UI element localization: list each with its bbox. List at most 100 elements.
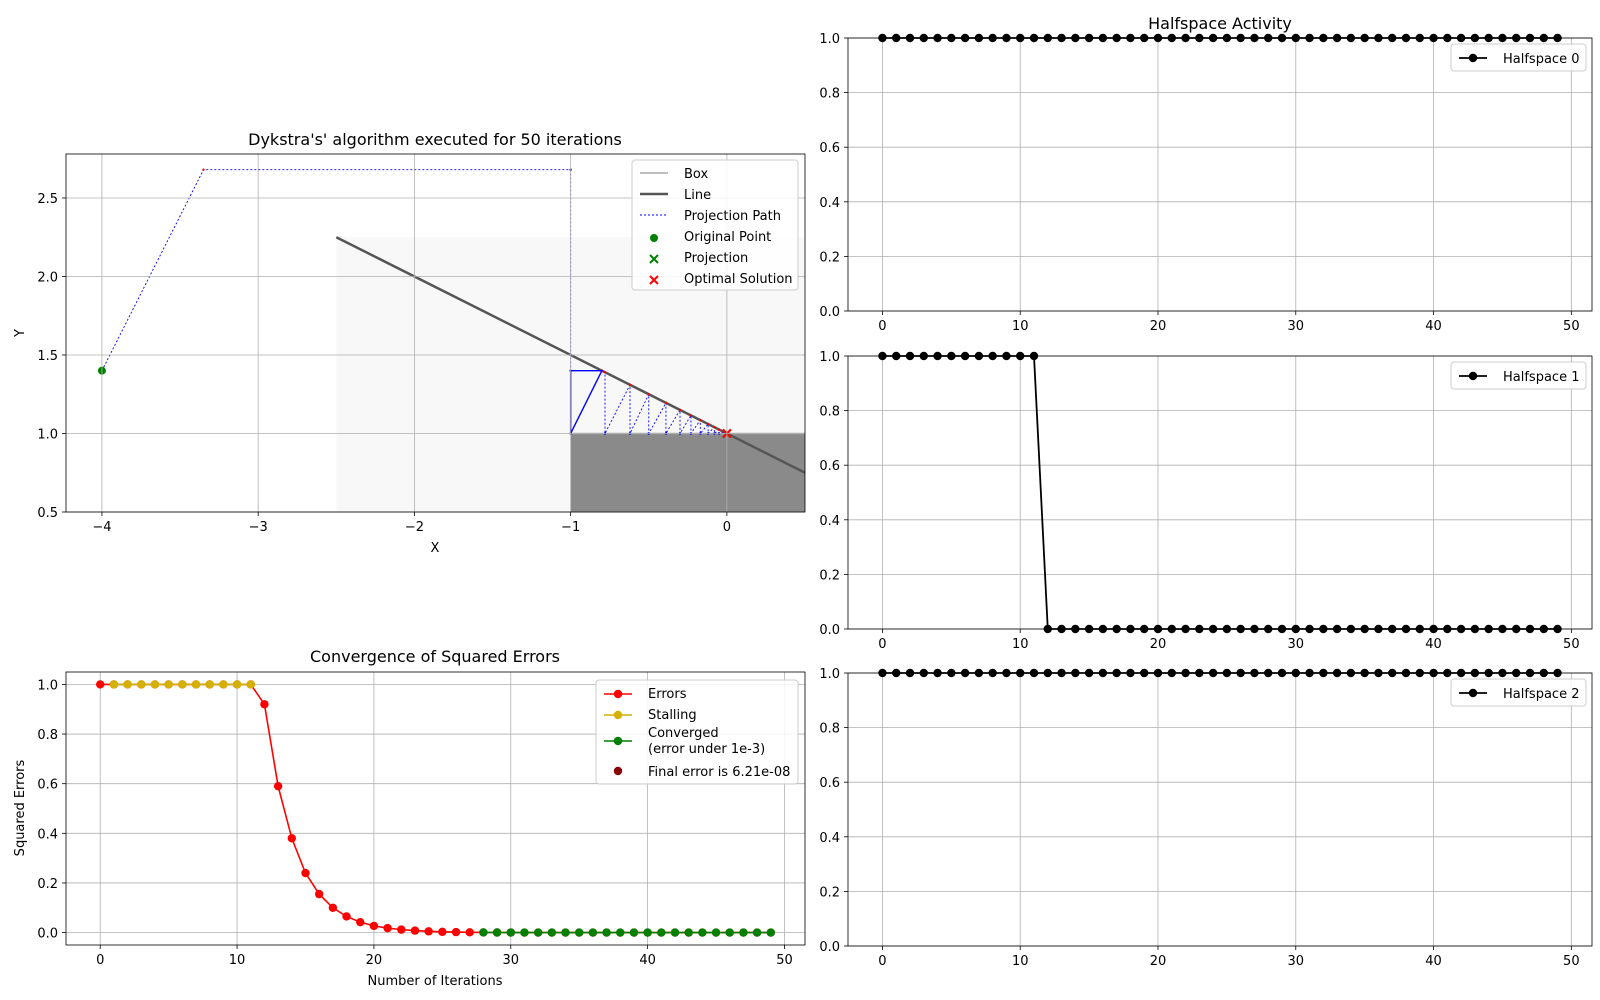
halfspace-2-x-tick-label: 50 (1563, 954, 1580, 969)
halfspace-1-x-tick-label: 40 (1425, 637, 1442, 652)
converged-point (752, 928, 762, 937)
projection-path-point (647, 393, 650, 396)
stalling-point (123, 680, 132, 689)
stalling-point (219, 680, 228, 689)
halfspace-0-x-tick-label: 10 (1012, 319, 1029, 334)
halfspace-0-x-tick-label: 20 (1150, 319, 1167, 334)
dykstra-x-tick-label: 0 (723, 520, 731, 535)
dykstra-y-tick-label: 1.0 (37, 427, 58, 442)
errors-point (451, 927, 461, 937)
stalling-point (137, 680, 146, 689)
halfspace-2-y-tick-label: 0.4 (819, 831, 840, 846)
converged-point (629, 928, 639, 937)
halfspace-1-y-tick-label: 1.0 (819, 350, 840, 365)
projection-path-point (664, 401, 668, 405)
projection-path-point (706, 422, 710, 426)
convergence-x-tick-label: 10 (229, 953, 246, 968)
legend-label: Box (684, 167, 708, 182)
convergence-x-tick-label: 40 (639, 953, 656, 968)
halfspace-2-x-tick-label: 40 (1425, 954, 1442, 969)
convergence-y-tick-label: 0.0 (37, 927, 58, 942)
legend-handle-optimal (649, 275, 659, 285)
convergence-x-tick-label: 0 (96, 953, 104, 968)
dykstra-plot: Dykstra's' algorithm executed for 50 ite… (13, 130, 806, 556)
halfspace-1-legend-frame (1450, 361, 1587, 390)
errors-point (397, 925, 406, 934)
convergence-plot: Convergence of Squared Errors Number of … (13, 647, 806, 989)
halfspace-legend-label: Halfspace 0 (1503, 52, 1579, 67)
halfspace-legend-label: Halfspace 2 (1503, 687, 1579, 702)
stalling-point (191, 680, 201, 689)
legend-label: Projection (684, 251, 748, 266)
converged-point (725, 928, 734, 937)
dykstra-y-tick-label: 2.0 (37, 270, 58, 285)
errors-point (314, 889, 324, 899)
legend-handle-marker (613, 710, 623, 720)
converged-point (616, 928, 625, 937)
errors-point (356, 917, 365, 927)
halfspace-2-x-tick-label: 10 (1012, 954, 1029, 969)
projection-path (101, 169, 728, 436)
halfspace-1-y-tick-label: 0.4 (819, 514, 840, 529)
convergence-x-tick-label: 30 (502, 953, 519, 968)
stalling-point (109, 680, 119, 689)
halfspace-2-y-tick-label: 0.0 (819, 940, 840, 955)
halfspace-legend-label: Halfspace 1 (1503, 370, 1579, 385)
halfspace-2-legend-frame (1450, 678, 1587, 707)
errors-point (383, 923, 392, 933)
converged-point (520, 928, 529, 937)
errors-point (287, 834, 297, 843)
stalling-point (205, 680, 214, 689)
dykstra-axes-frame (65, 153, 806, 513)
legend-label: Line (684, 188, 711, 203)
halfspace-activity-title: Halfspace Activity (1148, 14, 1292, 33)
errors-point (260, 700, 269, 709)
halfspace-subplot-2: 0 10 20 30 40 50 0.0 0.2 0.4 0.6 0.8 1.0 Halfspace 2 (819, 667, 1593, 969)
legend-label: Projection Path (684, 209, 781, 224)
legend-label: Errors (648, 687, 687, 702)
converged-point (739, 928, 748, 937)
projection-path-point (713, 426, 716, 429)
projection-path-point (603, 371, 607, 374)
dykstra-x-tick-label: −1 (561, 520, 580, 535)
halfspace-0-x-tick-label: 0 (878, 319, 886, 334)
stalling-point (232, 680, 242, 689)
converged-point (506, 928, 515, 937)
halfspace-0-y-tick-label: 0.8 (819, 87, 840, 102)
halfspace-2-y-tick-label: 0.8 (819, 722, 840, 737)
converged-point (479, 928, 488, 937)
halfspace-0-y-tick-label: 1.0 (819, 32, 840, 47)
errors-point (342, 912, 351, 921)
halfspace-2-y-tick-label: 0.2 (819, 885, 840, 900)
convergence-x-tick-label: 50 (776, 953, 793, 968)
legend-handle-original (650, 234, 658, 242)
converged-point (588, 928, 598, 937)
legend-label: Final error is 6.21e-08 (648, 765, 790, 780)
converged-point (561, 928, 570, 937)
dykstra-x-tick-label: −2 (405, 520, 424, 535)
legend-label: (error under 1e-3) (648, 742, 765, 757)
legend-label: Optimal Solution (684, 272, 793, 287)
halfspace-0-x-tick-label: 40 (1425, 319, 1442, 334)
convergence-y-axis-label: Squared Errors (13, 759, 28, 856)
errors-point (301, 868, 310, 878)
convergence-legend-frame (595, 679, 799, 785)
halfspace-2-y-tick-label: 0.6 (819, 776, 840, 791)
halfspace-subplot-1: 0 10 20 30 40 50 0.0 0.2 0.4 0.6 0.8 1.0 Halfspace 1 (819, 350, 1593, 652)
halfspace-1-x-tick-label: 20 (1150, 637, 1167, 652)
errors-point (369, 921, 379, 931)
convergence-legend: Errors Stalling Converged(error under 1e-3… (595, 679, 799, 785)
dykstra-y-tick-label: 0.5 (37, 506, 58, 521)
halfspace-2-x-tick-label: 30 (1288, 954, 1305, 969)
halfspace-0-legend-frame (1450, 43, 1587, 72)
converged-point (684, 928, 693, 937)
halfspace-subplot-0: 0 10 20 30 40 50 0.0 0.2 0.4 0.6 0.8 1.0 Halfspace 0 (819, 32, 1593, 334)
dykstra-y-tick-label: 2.5 (37, 192, 58, 207)
halfspace-1-x-tick-label: 10 (1012, 637, 1029, 652)
halfspace-legend-marker (1468, 688, 1478, 698)
box-region-dark (570, 433, 805, 512)
errors-point (424, 927, 433, 936)
halfspace-0-y-tick-label: 0.6 (819, 141, 840, 156)
halfspace-activity-plots: Halfspace Activity 0 10 20 30 40 50 0.0 0.2 0.4 0… (819, 14, 1593, 969)
